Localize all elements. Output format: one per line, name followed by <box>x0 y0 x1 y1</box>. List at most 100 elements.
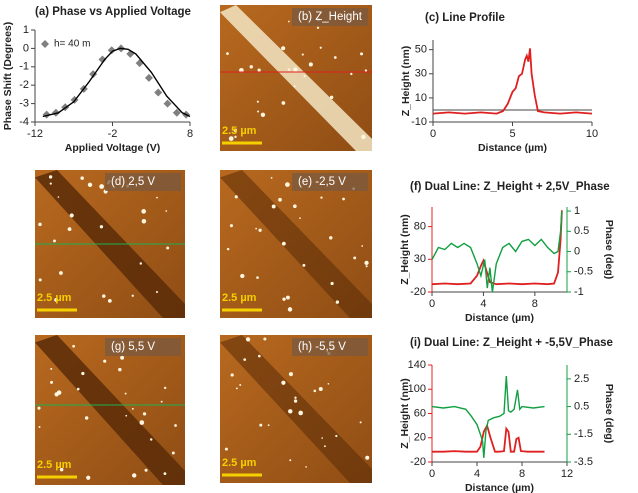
particle <box>293 67 298 72</box>
y-axis-label: Z_Height (nm) <box>400 46 412 117</box>
scale-label: 2.5 µm <box>222 457 257 469</box>
particle <box>245 337 251 342</box>
series-line <box>431 210 563 286</box>
y-tick-label: 60 <box>414 407 426 419</box>
particle <box>72 344 75 348</box>
particle <box>156 196 158 199</box>
particle <box>144 468 148 472</box>
particle <box>256 100 259 103</box>
x-tick-label: 0 <box>429 468 435 480</box>
particle <box>155 291 158 294</box>
y2-tick-label: 0 <box>574 245 580 257</box>
particle <box>260 112 266 117</box>
particle <box>102 294 106 298</box>
particle <box>281 380 286 385</box>
particle <box>321 437 323 439</box>
y2-tick-label: 2.5 <box>574 373 589 385</box>
chart-title: (f) Dual Line: Z_Height + 2,5V_Phase <box>410 181 610 193</box>
particle <box>255 227 257 230</box>
x-axis-label: Distance (µm) <box>465 482 534 493</box>
y-tick-label: 20 <box>414 432 426 444</box>
x-axis-label: Applied Voltage (V) <box>65 142 160 154</box>
particle <box>258 354 261 358</box>
particle <box>239 383 242 386</box>
particle <box>149 438 153 441</box>
y2-tick-label: 0.5 <box>574 400 589 412</box>
data-point <box>135 59 144 68</box>
particle <box>364 260 369 266</box>
particle <box>230 373 234 377</box>
label-box <box>292 173 368 191</box>
label-box <box>292 8 368 26</box>
particle <box>103 359 107 363</box>
data-point <box>107 46 116 55</box>
particle <box>320 196 323 199</box>
x-tick-label: 0 <box>429 298 435 310</box>
particle <box>323 445 326 448</box>
y-tick-label: -20 <box>410 286 426 298</box>
x-tick-label: 0 <box>430 128 436 140</box>
y2-axis-label: Phase (deg) <box>603 220 615 280</box>
particle <box>69 213 74 218</box>
particle <box>263 337 267 341</box>
y2-tick-label: -3.5 <box>574 456 593 468</box>
particle <box>234 135 237 139</box>
particle <box>288 409 293 414</box>
particle <box>99 225 104 229</box>
particle <box>281 46 286 51</box>
particle <box>299 217 301 219</box>
particle <box>365 455 370 460</box>
y-axis-label: Z_Height (nm) <box>399 378 411 449</box>
particle <box>353 256 357 260</box>
particle <box>226 52 229 56</box>
particle <box>226 247 230 251</box>
x-tick-label: 4 <box>480 298 486 310</box>
chart-title: (c) Line Profile <box>425 12 505 24</box>
particle <box>289 459 292 462</box>
data-point <box>144 73 153 82</box>
particle <box>249 65 253 69</box>
particle <box>288 372 293 377</box>
particle <box>224 447 228 451</box>
image-label: (b) Z_Height <box>298 11 363 23</box>
particle <box>293 399 298 403</box>
x-axis-label: Distance (µm) <box>478 142 547 154</box>
y-axis-label: Z_Height (nm) <box>399 214 411 285</box>
particle <box>359 421 362 424</box>
y-tick-label: 1 <box>23 24 29 36</box>
particle <box>160 400 163 403</box>
particle <box>67 227 72 231</box>
x-tick-label: 8 <box>519 468 525 480</box>
label-box <box>292 338 368 356</box>
stripe <box>220 335 372 483</box>
y-tick-label: -2 <box>19 79 29 91</box>
particle <box>319 46 322 49</box>
y-tick-label: 80 <box>414 221 426 233</box>
x-tick-label: 10 <box>586 128 598 140</box>
y2-tick-label: -0.5 <box>574 266 593 278</box>
particle <box>56 390 62 395</box>
y2-tick-label: -1 <box>574 286 584 298</box>
particle <box>329 236 333 240</box>
particle <box>240 273 245 279</box>
y2-tick-label: 1 <box>574 205 580 217</box>
y2-tick-label: -1.5 <box>574 428 593 440</box>
y-tick-label: 140 <box>408 359 426 371</box>
particle <box>287 20 290 23</box>
particle <box>171 451 175 455</box>
particle <box>258 228 262 232</box>
particle <box>361 134 366 140</box>
particle <box>49 182 52 185</box>
particle <box>38 222 42 227</box>
particle <box>293 204 297 208</box>
particle <box>234 195 238 199</box>
particle <box>38 278 42 282</box>
particle <box>131 294 134 297</box>
x-tick-label: -2 <box>108 128 118 140</box>
label-box <box>105 173 181 191</box>
particle <box>80 176 84 180</box>
particle <box>278 197 282 202</box>
particle <box>364 69 368 72</box>
particle <box>335 300 340 304</box>
